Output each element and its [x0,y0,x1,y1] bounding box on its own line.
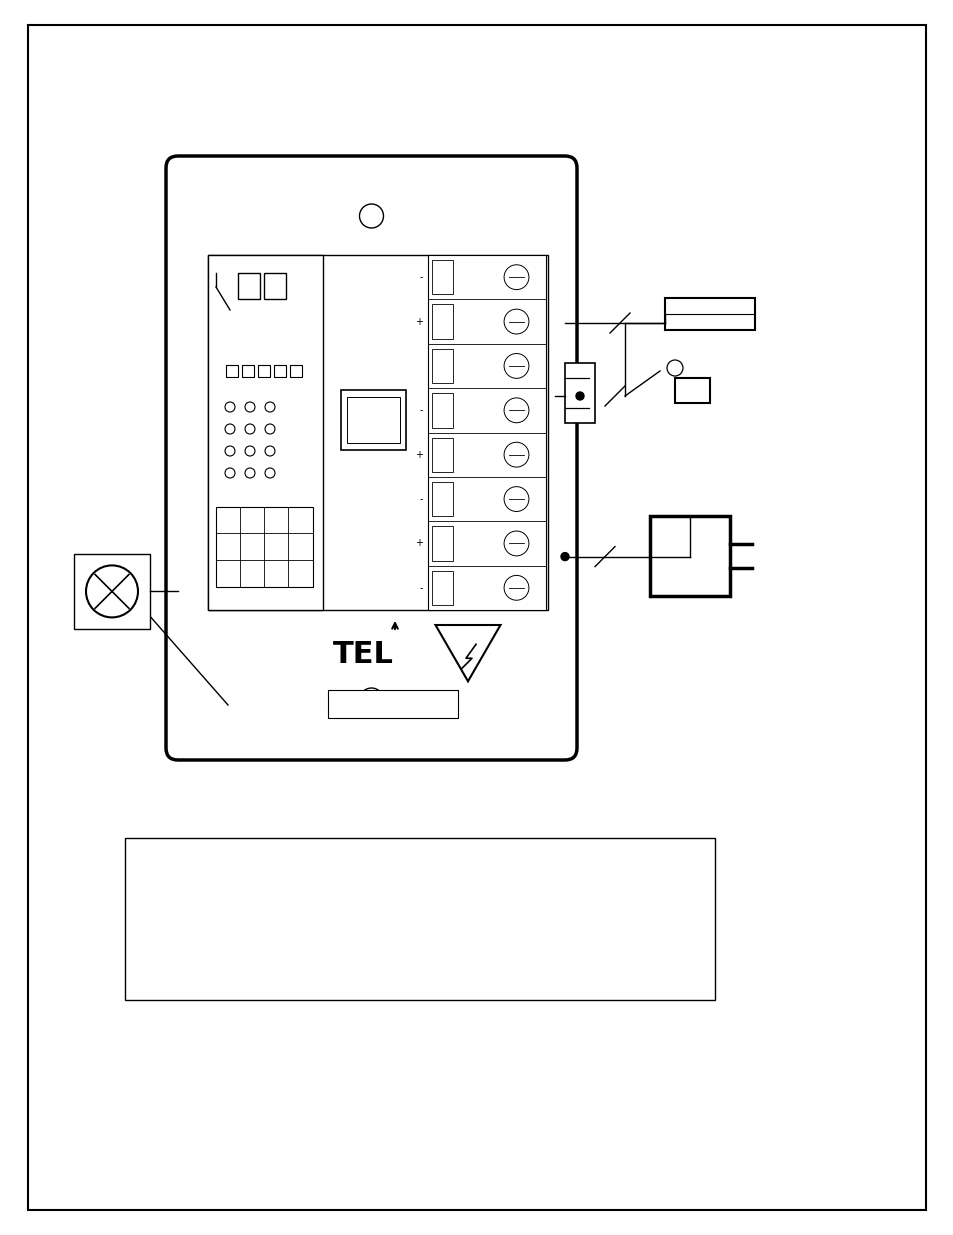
Bar [432,261,452,294]
Text: +: + [415,538,422,548]
Circle shape [503,487,528,511]
Circle shape [225,468,234,478]
Circle shape [359,688,383,713]
Circle shape [503,398,528,422]
Bar [74,553,150,629]
Bar [564,363,595,424]
Circle shape [265,446,274,456]
Bar [664,298,754,330]
Bar [432,348,452,383]
Circle shape [503,531,528,556]
Bar [340,390,406,450]
Circle shape [245,424,254,433]
Circle shape [503,576,528,600]
Circle shape [245,468,254,478]
Circle shape [666,359,682,375]
Text: +: + [415,316,422,326]
Circle shape [225,403,234,412]
Circle shape [503,442,528,467]
Circle shape [503,264,528,290]
Bar [432,393,452,427]
Bar [675,378,709,403]
Bar [432,482,452,516]
Bar [242,366,253,377]
Circle shape [225,446,234,456]
Bar [432,437,452,472]
Circle shape [245,403,254,412]
Circle shape [576,391,583,400]
Bar [432,571,452,605]
Bar [257,366,270,377]
Bar [215,508,313,587]
Circle shape [503,309,528,333]
Bar [347,396,399,443]
Bar [328,690,457,718]
Bar [274,366,286,377]
Circle shape [265,403,274,412]
Text: -: - [419,272,422,282]
Polygon shape [435,625,500,682]
Bar [264,273,286,299]
Bar [208,254,323,610]
Circle shape [86,566,138,618]
Text: -: - [419,405,422,415]
Circle shape [265,424,274,433]
Circle shape [503,353,528,378]
Bar [428,254,545,610]
Text: TEL: TEL [333,641,393,669]
Circle shape [225,424,234,433]
Text: -: - [419,583,422,593]
FancyBboxPatch shape [166,156,577,760]
Bar [432,526,452,561]
Circle shape [245,446,254,456]
Bar [649,516,729,597]
Bar [237,273,260,299]
Bar [208,254,547,610]
Bar [290,366,302,377]
Circle shape [560,552,568,561]
Circle shape [265,468,274,478]
Bar [125,839,714,1000]
Bar [432,304,452,338]
Text: +: + [415,450,422,459]
Circle shape [359,204,383,228]
Bar [226,366,237,377]
Text: -: - [419,494,422,504]
